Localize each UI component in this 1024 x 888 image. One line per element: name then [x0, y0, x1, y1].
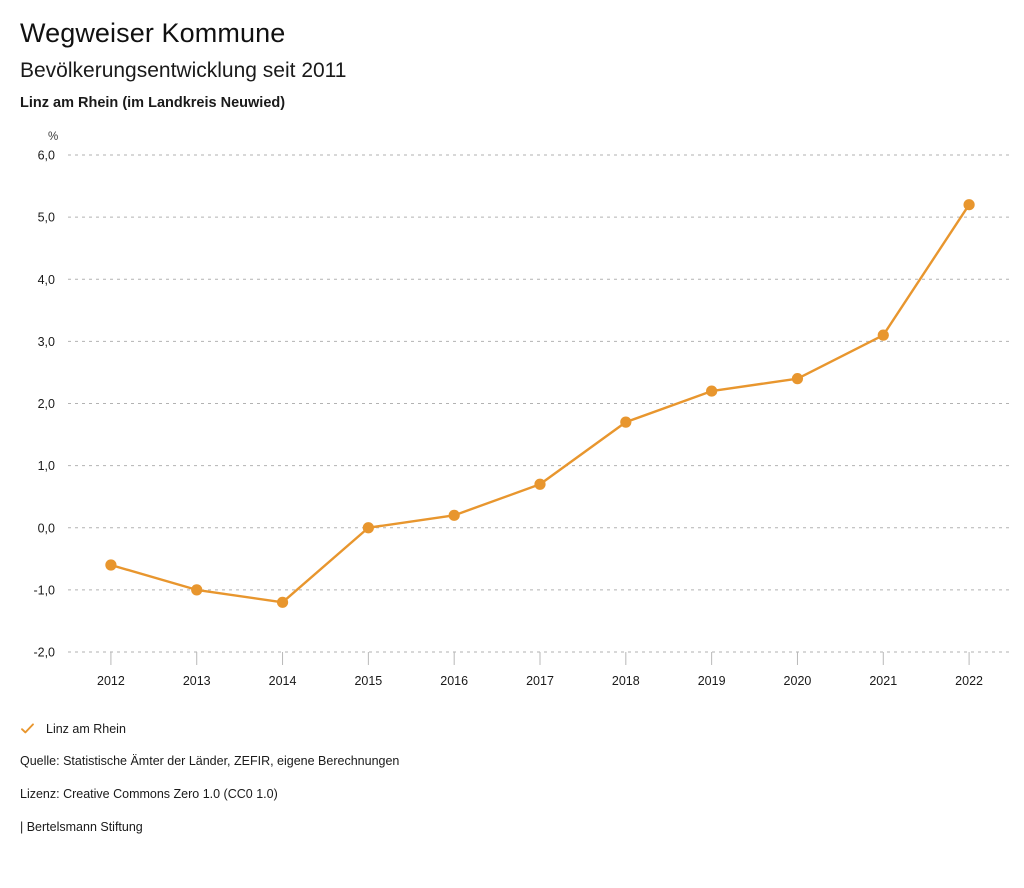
footer-license: Lizenz: Creative Commons Zero 1.0 (CC0 1…: [20, 787, 278, 802]
footer-source: Quelle: Statistische Ämter der Länder, Z…: [20, 754, 400, 769]
legend-item-label: Linz am Rhein: [46, 721, 126, 736]
check-icon: [20, 721, 35, 736]
x-axis-tick-label: 2017: [526, 674, 554, 688]
data-point-marker[interactable]: 2013: -1 %: [191, 584, 203, 596]
x-axis-tick-label: 2021: [869, 674, 897, 688]
region-title: Linz am Rhein (im Landkreis Neuwied): [20, 95, 286, 112]
line-chart: 6,05,04,03,02,01,00,0-1,0-2,0 2012 2013 20…: [33, 131, 1012, 688]
x-axis-tick-label: 2020: [784, 674, 812, 688]
y-axis-tick-label: -1,0: [33, 584, 55, 598]
x-axis-labels: 2012 2013 2014 2015 2016 2017 2018 2019 2020 2021…: [97, 674, 983, 688]
data-point-marker[interactable]: 2020: 2,4 %: [791, 373, 804, 385]
series-layer: 2012: -0,6 % 2013: -1 % 2014: -1,2 % 2015: …: [105, 199, 975, 609]
x-axis-ticks: [110, 652, 970, 666]
y-axis-tick-label: 3,0: [38, 335, 55, 349]
y-axis-tick-label: 1,0: [38, 460, 55, 474]
y-axis-tick-label: 4,0: [38, 273, 55, 287]
page-header: Wegweiser Kommune Bevölkerungsentwicklun…: [0, 0, 1024, 112]
x-axis-tick-label: 2018: [612, 674, 640, 688]
data-point-marker[interactable]: 2017: 0,7 %: [534, 479, 546, 491]
y-axis-tick-label: 5,0: [38, 211, 55, 225]
x-axis-tick-label: 2019: [698, 674, 726, 688]
y-axis-tick-label: 2,0: [38, 397, 55, 411]
y-axis-unit-label: %: [48, 131, 58, 143]
x-axis-tick-label: 2015: [354, 674, 382, 688]
x-axis-tick-label: 2014: [269, 674, 297, 688]
footer-publisher: | Bertelsmann Stiftung: [20, 820, 143, 835]
data-point-marker[interactable]: 2012: -0,6 %: [105, 559, 117, 572]
app-title: Wegweiser Kommune: [20, 18, 286, 48]
y-axis-tick-label: 6,0: [38, 149, 55, 163]
y-axis-labels: 6,0 5,0 4,0 3,0 2,0 1,0 0,0 -1,0 -2,0: [33, 149, 55, 660]
y-axis-tick-label: 0,0: [38, 522, 55, 536]
data-point-marker[interactable]: 2018: 1,7 %: [620, 416, 632, 429]
x-axis-tick-label: 2012: [97, 674, 125, 688]
data-point-marker[interactable]: 2021: 3,1 %: [877, 329, 889, 342]
data-point-marker[interactable]: 2015: 0 %: [362, 522, 374, 534]
x-axis-tick-label: 2016: [440, 674, 468, 688]
x-axis-tick-label: 2013: [183, 674, 211, 688]
chart-legend: Linz am Rhein: [20, 721, 1024, 736]
x-axis-tick-label: 2022: [955, 674, 983, 688]
y-axis-tick-label: -2,0: [33, 646, 55, 660]
chart-subtitle: Bevölkerungsentwicklung seit 2011: [20, 58, 347, 82]
grid-layer: [68, 154, 1012, 653]
data-point-marker[interactable]: 2014: -1,2 %: [276, 597, 289, 609]
data-point-marker[interactable]: 2019: 2,2 %: [706, 385, 718, 398]
data-point-marker[interactable]: 2016: 0,2 %: [448, 510, 460, 522]
legend-item-linz-am-rhein[interactable]: Linz am Rhein: [20, 721, 126, 736]
chart-footer: Quelle: Statistische Ämter der Länder, Z…: [20, 754, 1024, 835]
data-point-marker[interactable]: 2022: 5,2 %: [963, 199, 975, 211]
chart-area: 6,0 5,0 4,0 3,0 2,0 1,0 0,0 -1,0 -2,0 2012 2013 20…: [0, 118, 1024, 713]
